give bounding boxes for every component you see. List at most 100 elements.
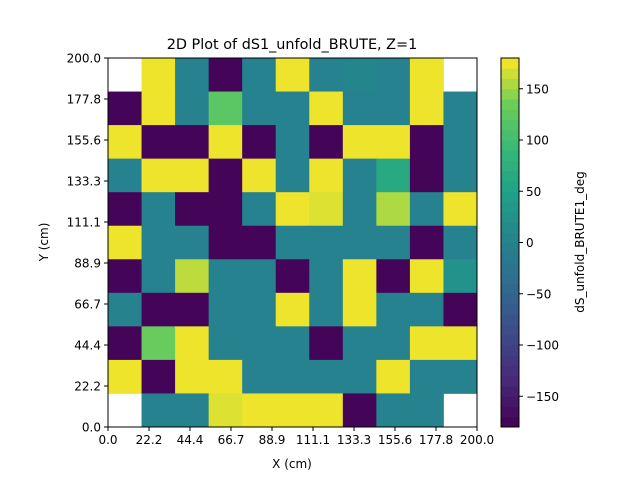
colorbar-tick-label: 150 [526,82,549,96]
heatmap-cell [309,125,344,160]
x-tick-label: 177.8 [419,433,453,447]
colorbar-segment [501,150,519,161]
heatmap-cell [275,158,310,193]
y-tick-label: 44.4 [74,339,101,353]
y-axis: 0.0 22.2 44.4 66.7 88.9 111.1 133.3 155.6 177.8 2… [67,52,108,435]
colorbar-segment [501,88,519,100]
colorbar-segment [501,211,519,223]
heatmap-cell [141,158,176,193]
heatmap-cell [242,58,277,92]
colorbar-segment [501,191,519,202]
heatmap-cell [409,58,444,92]
colorbar-segment [501,406,519,418]
heatmap-cell [309,292,344,327]
heatmap-cell [208,259,243,294]
chart-title: 2D Plot of dS1_unfold_BRUTE, Z=1 [167,37,418,53]
colorbar-segment [501,283,519,295]
heatmap-cell [443,91,478,126]
heatmap-cell [342,393,377,428]
heatmap-cell [175,125,210,160]
heatmap-cell [175,292,210,327]
heatmap-cell [242,225,277,260]
x-tick-label: 22.2 [136,433,163,447]
colorbar-segment [501,273,519,284]
heatmap-cell [309,359,344,394]
heatmap-cell [141,326,176,361]
heatmap-cell [443,326,478,361]
colorbar-segment [501,334,519,346]
x-tick-label: 111.1 [296,433,330,447]
heatmap-cell [309,393,344,428]
heatmap-cell [242,292,277,327]
colorbar-segment [501,109,519,120]
heatmap-cell [443,259,478,294]
y-tick-label: 155.6 [67,134,101,148]
heatmap-cell [108,292,142,327]
y-tick-label: 200.0 [67,52,101,66]
colorbar-segment [501,181,519,192]
colorbar-tick-label: −100 [526,339,559,353]
heatmap-cell [342,58,377,92]
heatmap-cell [141,359,176,394]
colorbar-segment [501,201,519,213]
heatmap-cell [376,292,411,327]
heatmap-cell [108,259,142,294]
heatmap-cell [409,359,444,394]
heatmap-cell [409,326,444,361]
heatmap-cell [275,393,310,428]
heatmap-cell [242,326,277,361]
heatmap-cell [208,91,243,126]
x-axis: 0.0 22.2 44.4 66.7 88.9 111.1 133.3 155.6 177.8 2… [98,427,494,447]
heatmap-cell [443,359,478,394]
heatmap-cell [175,259,210,294]
heatmap-cell [175,393,210,428]
colorbar-tick-label: −150 [526,390,559,404]
colorbar-segment [501,396,519,407]
heatmap-cell [376,125,411,160]
heatmap-cell [376,326,411,361]
heatmap-cell [342,259,377,294]
heatmap-cell [208,58,243,92]
x-tick-label: 0.0 [98,433,117,447]
colorbar-segment [501,252,519,264]
heatmap-cell [242,125,277,160]
heatmap-cell [409,259,444,294]
colorbar-tick-label: 50 [526,185,541,199]
heatmap-cell [108,192,142,227]
heatmap-cell [376,192,411,227]
heatmap-cell [309,91,344,126]
colorbar-axis: 150 100 50 0 −50 −100 −150 [519,82,559,404]
heatmap-cell [275,292,310,327]
colorbar-segment [501,293,519,305]
heatmap-cell [141,125,176,160]
heatmap-cell [342,359,377,394]
x-tick-label: 200.0 [460,433,494,447]
x-tick-label: 88.9 [259,433,286,447]
heatmap-cell [275,91,310,126]
heatmap-cell [376,393,411,428]
colorbar-tick-label: 100 [526,134,549,148]
heatmap-cell [309,326,344,361]
heatmap-cell [208,359,243,394]
heatmap-cell [275,58,310,92]
y-tick-label: 22.2 [74,380,101,394]
heatmap-cell [108,125,142,160]
colorbar-tick-label: 0 [526,236,534,250]
colorbar-segment [501,242,519,254]
heatmap-cell [409,192,444,227]
heatmap-cell [208,125,243,160]
colorbar-segment [501,263,519,274]
heatmap-cell [108,359,142,394]
heatmap-cell [208,225,243,260]
heatmap-cell [275,192,310,227]
heatmap-cell [175,158,210,193]
heatmap-cell [275,259,310,294]
heatmap-cell [309,192,344,227]
heatmap-cell [242,192,277,227]
heatmap-cell [175,91,210,126]
heatmap-cell [309,225,344,260]
heatmap-cell [141,58,176,92]
heatmap-cell [342,225,377,260]
colorbar-segment [501,375,519,387]
